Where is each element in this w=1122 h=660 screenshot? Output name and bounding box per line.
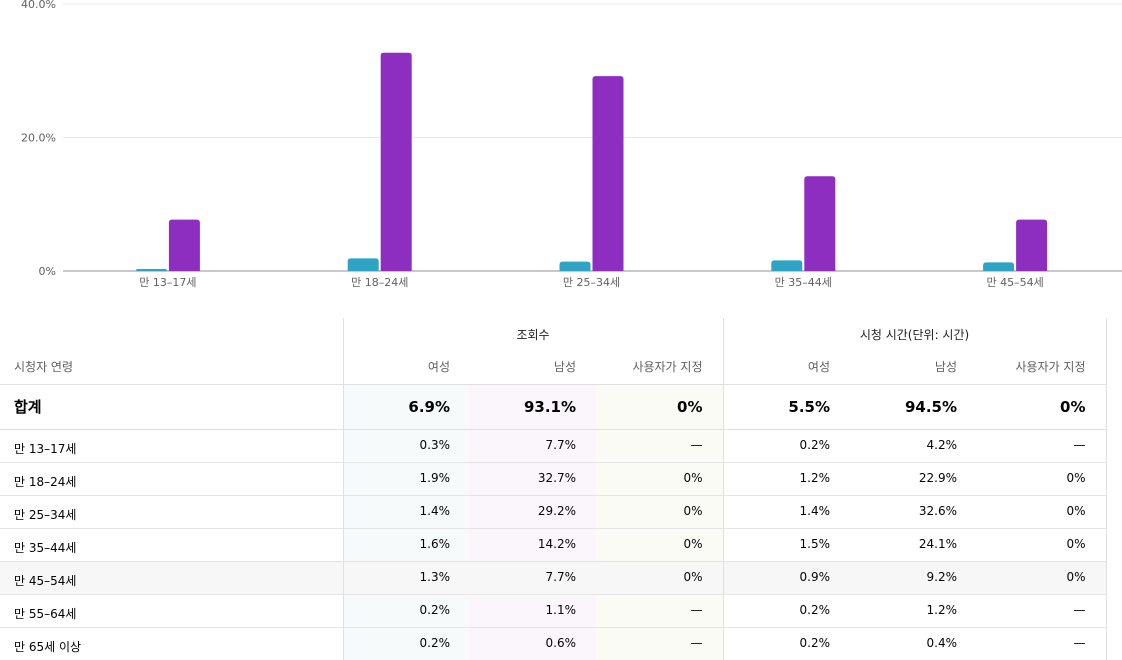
cell-views-male: 32.7%: [470, 462, 596, 496]
cell-views-female: 0.2%: [342, 627, 470, 660]
table-row[interactable]: 만 18–24세 1.9% 32.7% 0% 1.2% 22.9% 0%: [0, 462, 1107, 496]
header-views-custom[interactable]: 사용자가 지정: [596, 350, 723, 385]
total-watch-female: 5.5%: [722, 384, 850, 430]
cell-views-female: 1.4%: [342, 495, 470, 529]
cell-watch-custom: 0%: [977, 561, 1107, 595]
y-tick-label: 0%: [39, 265, 56, 278]
bar-series-1: [347, 258, 379, 271]
cell-watch-male: 24.1%: [850, 528, 977, 562]
cell-watch-male: 22.9%: [850, 462, 977, 496]
cell-views-female: 0.3%: [342, 429, 470, 463]
cell-watch-female: 0.2%: [722, 429, 850, 463]
demographics-table: 조회수 시청 시간(단위: 시간) 시청자 연령 여성 남성 사용자가 지정 여…: [0, 318, 1107, 660]
cell-views-female: 1.6%: [342, 528, 470, 562]
total-views-male: 93.1%: [470, 384, 596, 430]
x-tick-label: 만 13–17세: [139, 276, 196, 289]
row-age-label: 만 55–64세: [0, 594, 343, 628]
sub-header-row: 시청자 연령 여성 남성 사용자가 지정 여성 남성 사용자가 지정: [0, 350, 1107, 385]
y-tick-label: 40.0%: [21, 0, 56, 11]
cell-views-custom: 0%: [596, 462, 723, 496]
cell-watch-female: 1.2%: [722, 462, 850, 496]
row-age-label: 만 18–24세: [0, 462, 343, 496]
cell-watch-custom: 0%: [977, 495, 1107, 529]
table-row[interactable]: 만 55–64세 0.2% 1.1% —0.2% 1.2% —: [0, 594, 1107, 628]
table-row[interactable]: 만 45–54세 1.3% 7.7% 0% 0.9% 9.2% 0%: [0, 561, 1107, 595]
table-row[interactable]: 만 25–34세 1.4% 29.2% 0% 1.4% 32.6% 0%: [0, 495, 1107, 529]
cell-watch-male: 4.2%: [850, 429, 977, 463]
total-label: 합계: [0, 384, 343, 430]
cell-views-custom: —: [596, 594, 723, 628]
cell-views-male: 7.7%: [470, 429, 596, 463]
total-views-female: 6.9%: [342, 384, 470, 430]
cell-views-female: 0.2%: [342, 594, 470, 628]
header-watch-female[interactable]: 여성: [722, 350, 850, 385]
age-column-header: 시청자 연령: [0, 350, 343, 385]
cell-watch-male: 0.4%: [850, 627, 977, 660]
group-header-row: 조회수 시청 시간(단위: 시간): [0, 318, 1107, 350]
cell-watch-male: 1.2%: [850, 594, 977, 628]
row-age-label: 만 65세 이상: [0, 627, 343, 660]
table-row[interactable]: 만 35–44세 1.6% 14.2% 0% 1.5% 24.1% 0%: [0, 528, 1107, 562]
bar-series-1: [135, 268, 167, 271]
y-tick-label: 20.0%: [21, 132, 56, 145]
cell-watch-male: 32.6%: [850, 495, 977, 529]
x-tick-label: 만 45–54세: [986, 276, 1043, 289]
total-watch-male: 94.5%: [850, 384, 977, 430]
cell-views-male: 7.7%: [470, 561, 596, 595]
cell-views-custom: 0%: [596, 528, 723, 562]
cell-watch-male: 9.2%: [850, 561, 977, 595]
total-views-custom: 0%: [596, 384, 723, 430]
cell-views-male: 14.2%: [470, 528, 596, 562]
group-header-views: 조회수: [342, 318, 723, 350]
bar-series-2: [592, 76, 624, 271]
total-row: 합계 6.9% 93.1% 0% 5.5% 94.5% 0%: [0, 384, 1107, 430]
x-tick-label: 만 25–34세: [563, 276, 620, 289]
bar-series-2: [380, 52, 412, 271]
x-tick-label: 만 35–44세: [775, 276, 832, 289]
table-row[interactable]: 만 13–17세 0.3% 7.7% —0.2% 4.2% —: [0, 429, 1107, 463]
cell-watch-custom: 0%: [977, 462, 1107, 496]
cell-views-female: 1.3%: [342, 561, 470, 595]
cell-watch-female: 0.2%: [722, 594, 850, 628]
demographics-table-wrap: 조회수 시청 시간(단위: 시간) 시청자 연령 여성 남성 사용자가 지정 여…: [0, 318, 1122, 660]
cell-views-male: 1.1%: [470, 594, 596, 628]
cell-views-male: 0.6%: [470, 627, 596, 660]
cell-watch-custom: —: [977, 627, 1107, 660]
header-views-male[interactable]: 남성: [470, 350, 596, 385]
cell-views-female: 1.9%: [342, 462, 470, 496]
cell-watch-female: 1.4%: [722, 495, 850, 529]
cell-views-custom: 0%: [596, 561, 723, 595]
header-views-female[interactable]: 여성: [342, 350, 470, 385]
bar-series-1: [983, 262, 1015, 271]
row-age-label: 만 25–34세: [0, 495, 343, 529]
table-row[interactable]: 만 65세 이상 0.2% 0.6% —0.2% 0.4% —: [0, 627, 1107, 660]
header-watch-male[interactable]: 남성: [850, 350, 977, 385]
total-watch-custom: 0%: [977, 384, 1107, 430]
cell-watch-female: 0.2%: [722, 627, 850, 660]
group-header-watch-time: 시청 시간(단위: 시간): [722, 318, 1107, 350]
bar-series-2: [1016, 219, 1048, 271]
cell-views-custom: 0%: [596, 495, 723, 529]
cell-views-male: 29.2%: [470, 495, 596, 529]
bar-series-2: [804, 176, 836, 271]
age-bar-chart: 0% 20.0% 40.0% 만 13–17세 만 18–24세 만 25–34세 만 35…: [21, 0, 1122, 289]
cell-views-custom: —: [596, 627, 723, 660]
header-watch-custom[interactable]: 사용자가 지정: [977, 350, 1107, 385]
cell-watch-custom: —: [977, 429, 1107, 463]
cell-views-custom: —: [596, 429, 723, 463]
cell-watch-custom: —: [977, 594, 1107, 628]
cell-watch-custom: 0%: [977, 528, 1107, 562]
cell-watch-female: 1.5%: [722, 528, 850, 562]
cell-watch-female: 0.9%: [722, 561, 850, 595]
bar-series-2: [168, 219, 200, 271]
row-age-label: 만 13–17세: [0, 429, 343, 463]
row-age-label: 만 45–54세: [0, 561, 343, 595]
bar-series-1: [771, 260, 803, 271]
x-tick-label: 만 18–24세: [351, 276, 408, 289]
bar-series-1: [559, 261, 591, 271]
row-age-label: 만 35–44세: [0, 528, 343, 562]
